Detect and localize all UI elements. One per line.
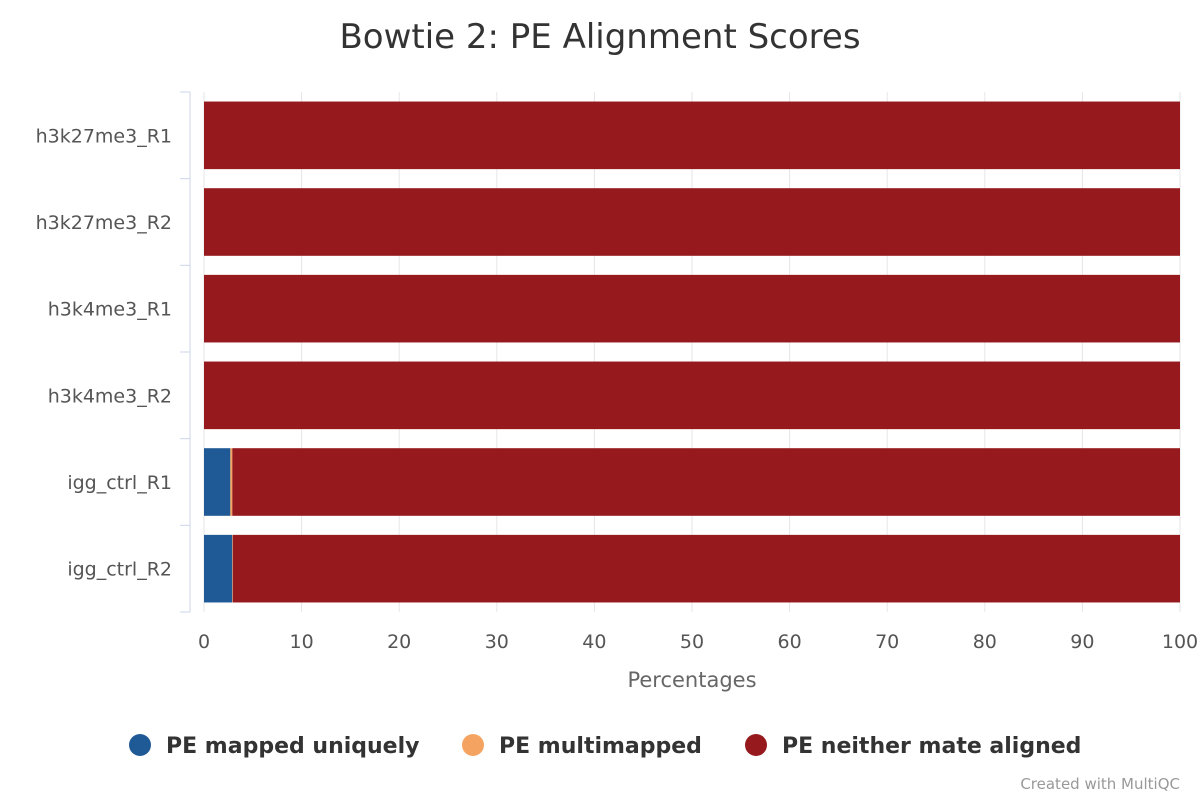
bar-segment[interactable] — [232, 534, 233, 603]
x-tick-label: 40 — [582, 631, 606, 653]
x-tick-label: 30 — [485, 631, 509, 653]
x-tick-label: 60 — [778, 631, 802, 653]
legend-marker[interactable] — [129, 734, 151, 756]
x-tick-label: 100 — [1162, 631, 1198, 653]
legend-label[interactable]: PE neither mate aligned — [782, 734, 1081, 759]
legend[interactable]: PE mapped uniquely PE multimapped PE neith… — [129, 734, 1081, 759]
category-label: igg_ctrl_R2 — [67, 559, 172, 581]
axes: h3k27me3_R1 h3k27me3_R2 h3k4me3_R1 h3k4me3_… — [36, 91, 1198, 653]
bar-segment[interactable] — [204, 188, 1180, 256]
legend-marker[interactable] — [745, 734, 767, 756]
legend-label[interactable]: PE multimapped — [499, 734, 702, 759]
chart-title: Bowtie 2: PE Alignment Scores — [339, 17, 860, 57]
x-axis-title: Percentages — [627, 668, 756, 692]
grid-lines — [203, 92, 1181, 612]
category-label: h3k4me3_R1 — [48, 299, 172, 321]
bar-segment[interactable] — [204, 534, 233, 603]
category-label: h3k27me3_R2 — [36, 212, 172, 234]
bar-segment[interactable] — [204, 274, 1180, 343]
legend-marker[interactable] — [462, 734, 484, 756]
bar-segment[interactable] — [232, 448, 1180, 516]
bar-segment[interactable] — [232, 534, 1181, 603]
category-label: h3k4me3_R2 — [48, 385, 172, 407]
x-tick-label: 10 — [290, 631, 314, 653]
bar-segment[interactable] — [230, 448, 233, 516]
x-tick-label: 50 — [680, 631, 704, 653]
legend-label[interactable]: PE mapped uniquely — [166, 734, 419, 759]
x-tick-label: 80 — [973, 631, 997, 653]
category-label: igg_ctrl_R1 — [67, 472, 172, 494]
x-tick-label: 90 — [1070, 631, 1094, 653]
bar-segment[interactable] — [204, 361, 1180, 430]
bar-segment[interactable] — [204, 101, 1180, 170]
x-tick-label: 70 — [875, 631, 899, 653]
x-tick-label: 0 — [198, 631, 210, 653]
bar-segment[interactable] — [204, 448, 231, 516]
credit-text[interactable]: Created with MultiQC — [1020, 775, 1180, 793]
x-tick-label: 20 — [387, 631, 411, 653]
bars[interactable] — [204, 101, 1181, 603]
category-label: h3k27me3_R1 — [36, 125, 172, 147]
